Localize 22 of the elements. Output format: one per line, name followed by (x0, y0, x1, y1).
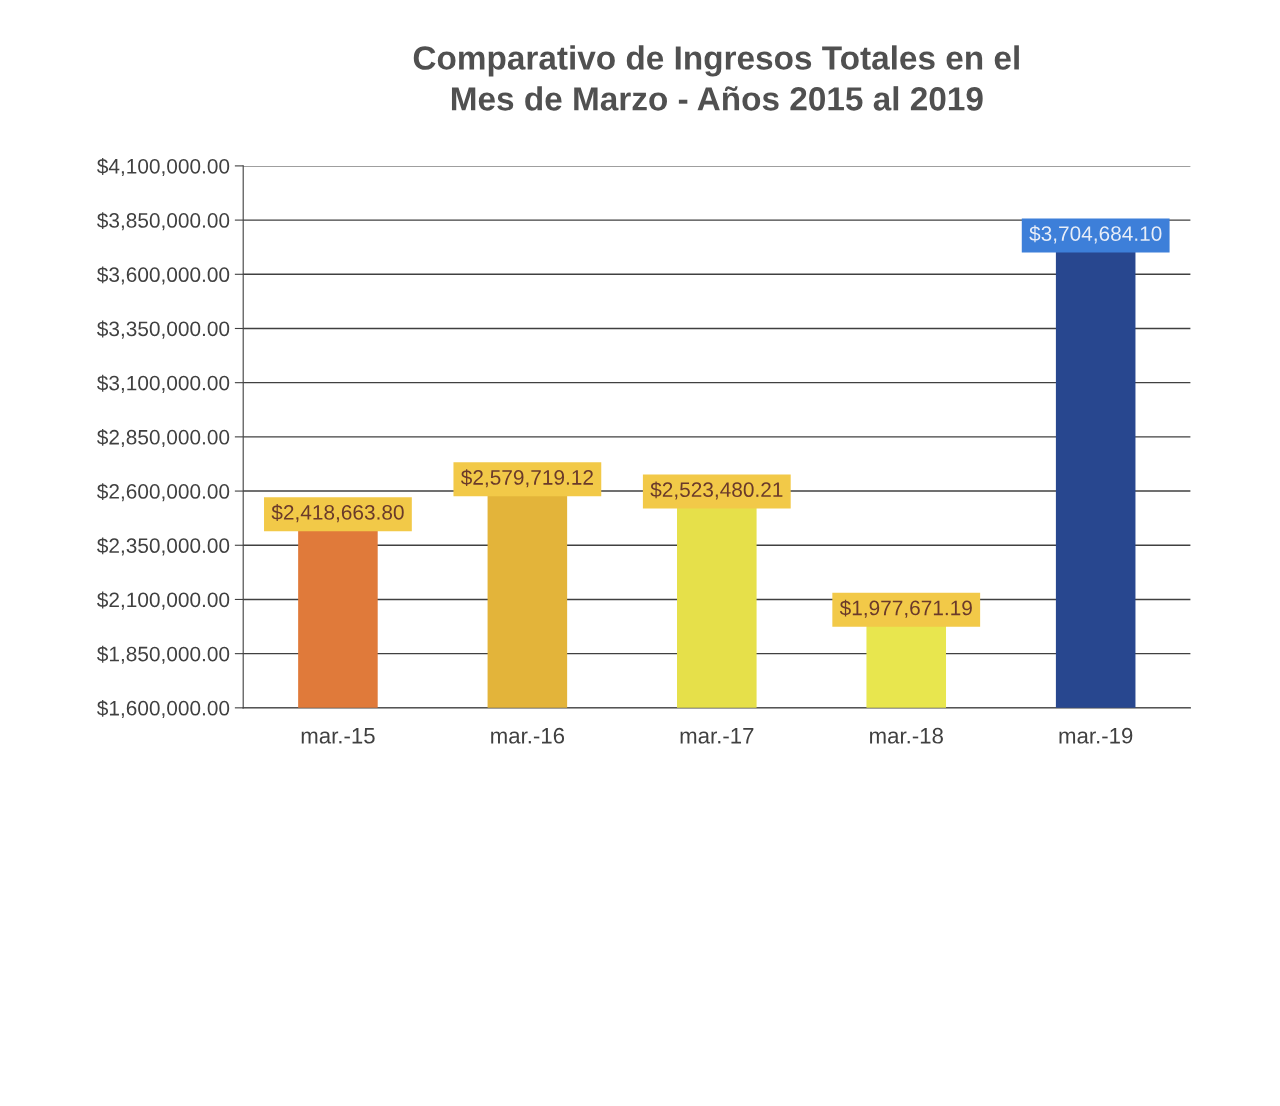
data-label: $1,977,671.19 (839, 599, 972, 618)
x-tick-label: mar.-16 (491, 727, 565, 744)
y-tick-label: $4,100,000.00 (97, 158, 230, 177)
data-label: $2,418,663.80 (271, 504, 404, 523)
x-tick-label: mar.-19 (1059, 727, 1133, 744)
y-tick-label: $3,600,000.00 (97, 266, 230, 285)
y-tick-label: $2,600,000.00 (97, 483, 230, 502)
x-tick-label: mar.-17 (680, 728, 754, 744)
x-tick-label: mar.-15 (301, 728, 375, 744)
chart-title: Comparativo de Ingresos Totales en el Mes de Marzo - Años 2015 al 2019 (413, 45, 1019, 111)
data-label: $3,704,684.10 (1029, 225, 1162, 244)
x-tick-label: mar.-18 (870, 727, 943, 744)
y-tick-label: $3,100,000.00 (97, 374, 230, 393)
data-label: $2,523,480.21 (650, 481, 783, 500)
y-tick-label: $2,100,000.00 (97, 591, 230, 610)
y-tick-label: $3,850,000.00 (97, 212, 230, 231)
y-tick-label: $3,350,000.00 (97, 320, 230, 339)
data-label: $2,579,719.12 (460, 469, 593, 488)
y-tick-label: $1,850,000.00 (97, 645, 230, 664)
y-tick-label: $2,850,000.00 (97, 429, 230, 448)
y-tick-label: $2,350,000.00 (97, 537, 230, 556)
y-tick-label: $1,600,000.00 (97, 699, 230, 719)
